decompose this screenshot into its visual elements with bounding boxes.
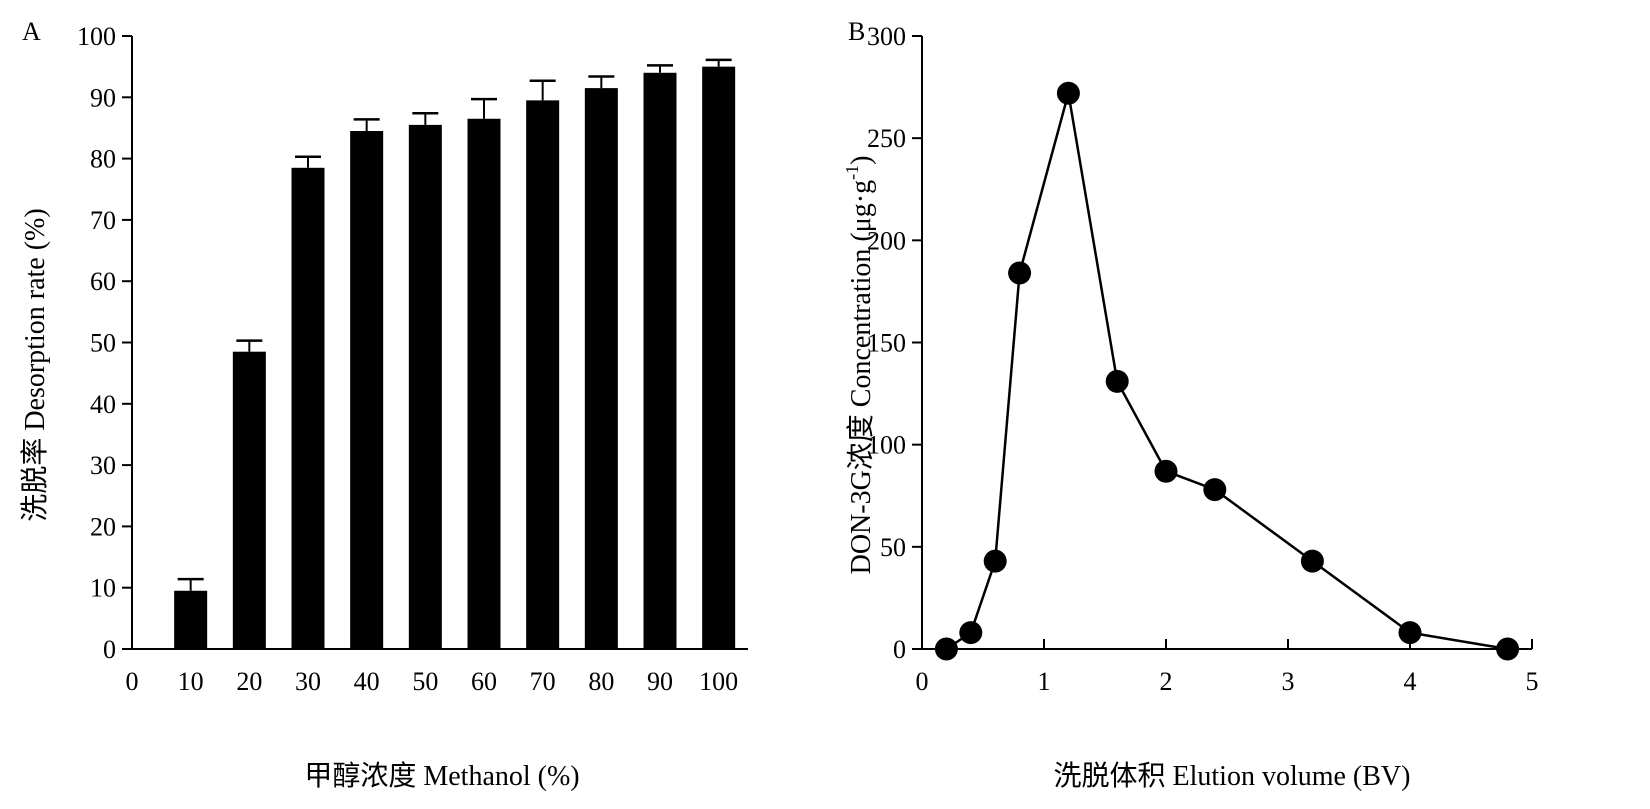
panel-a-y-tick-label-0: 0 — [103, 635, 116, 664]
panel-a-x-tick-label-10: 10 — [178, 667, 204, 696]
bar-70 — [526, 100, 560, 650]
panel-b-point-2.4 — [1203, 478, 1227, 502]
panel-a-y-tick-label-70: 70 — [90, 206, 116, 235]
panel-a-x-tick-label-40: 40 — [354, 667, 380, 696]
panel-a-x-tick-label-50: 50 — [412, 667, 438, 696]
bar-40 — [350, 131, 384, 649]
panel-b-y-axis-title-main: DON-3G浓度 Concentration (μg·g — [845, 180, 877, 575]
panel-a-y-tick-label-90: 90 — [90, 83, 116, 112]
panel-a-y-tick-label-100: 100 — [77, 22, 116, 51]
panel-b-x-tick-label-0: 0 — [916, 667, 929, 696]
panel-b-point-3.2 — [1300, 549, 1324, 573]
panel-b-x-tick-label-1: 1 — [1038, 667, 1051, 696]
panel-b-x-tick-label-5: 5 — [1526, 667, 1539, 696]
panel-b-y-tick-label-300: 300 — [867, 22, 906, 51]
panel-a-x-tick-label-100: 100 — [699, 667, 738, 696]
panel-b-y-axis-title-superscript: -1 — [842, 165, 862, 180]
panel-b-point-2 — [1154, 459, 1178, 483]
panel-a-bars — [174, 58, 736, 650]
panel-a-x-tick-label-90: 90 — [647, 667, 673, 696]
panel-b-x-tick-label-3: 3 — [1282, 667, 1295, 696]
panel-b-line-path — [945, 92, 1508, 651]
bar-20 — [232, 351, 266, 649]
bar-10 — [174, 590, 208, 649]
panel-b-points — [934, 81, 1520, 661]
panel-a-y-tick-label-10: 10 — [90, 574, 116, 603]
bar-90 — [643, 72, 677, 649]
panel-b-point-4 — [1398, 621, 1422, 645]
panel-b-y-tick-label-150: 150 — [867, 329, 906, 358]
panel-a-x-axis-title: 甲醇浓度 Methanol (%) — [304, 760, 579, 792]
panel-b-elution-chart: B 0 50 100 150 200 250 300 0 1 2 3 4 5 洗脱体积 Elution … — [842, 17, 1539, 792]
panel-a-x-tick-label-20: 20 — [236, 667, 262, 696]
panel-b-point-1.2 — [1056, 81, 1080, 105]
panel-b-y-axis-title: DON-3G浓度 Concentration (μg·g-1) — [842, 156, 877, 575]
panel-a-y-axis-title: 洗脱率 Desorption rate (%) — [19, 208, 51, 521]
bar-30 — [291, 167, 325, 650]
panel-b-point-0.4 — [959, 621, 983, 645]
panel-b-x-tick-label-2: 2 — [1160, 667, 1173, 696]
panel-a-y-tick-label-20: 20 — [90, 512, 116, 541]
bar-60 — [467, 118, 501, 649]
panel-b-y-tick-label-100: 100 — [867, 431, 906, 460]
panel-b-x-axis-title: 洗脱体积 Elution volume (BV) — [1054, 760, 1411, 792]
panel-b-point-0.8 — [1008, 261, 1032, 285]
panel-a-x-tick-label-60: 60 — [471, 667, 497, 696]
panel-a-y-tick-label-40: 40 — [90, 390, 116, 419]
panel-a-y-tick-label-30: 30 — [90, 451, 116, 480]
panel-b-ticks: 0 50 100 150 200 250 300 0 1 2 3 4 5 — [867, 22, 1539, 696]
panel-a-y-tick-label-80: 80 — [90, 145, 116, 174]
panel-b-y-axis-title-close: ) — [846, 156, 877, 165]
bar-100 — [702, 66, 736, 649]
panel-a-desorption-chart: A 0 10 20 30 40 50 60 70 80 90 100 0 10 20 30 40 50 60 70 8… — [19, 17, 748, 792]
panel-label-b: B — [848, 17, 865, 46]
panel-b-y-tick-label-250: 250 — [867, 124, 906, 153]
panel-a-y-tick-label-60: 60 — [90, 267, 116, 296]
panel-b-series-line — [945, 92, 1508, 651]
panel-a-x-tick-label-80: 80 — [588, 667, 614, 696]
bar-80 — [584, 88, 618, 650]
panel-b-point-1.6 — [1105, 369, 1129, 393]
panel-b-y-tick-label-200: 200 — [867, 226, 906, 255]
panel-b-point-0.6 — [983, 549, 1007, 573]
panel-a-x-tick-label-0: 0 — [126, 667, 139, 696]
panel-a-y-tick-label-50: 50 — [90, 329, 116, 358]
panel-a-x-tick-label-70: 70 — [530, 667, 556, 696]
panel-b-y-tick-label-0: 0 — [893, 635, 906, 664]
panel-label-a: A — [22, 17, 41, 46]
bar-50 — [408, 124, 442, 649]
panel-b-y-tick-label-50: 50 — [880, 533, 906, 562]
panel-b-x-tick-label-4: 4 — [1404, 667, 1417, 696]
panel-a-x-tick-label-30: 30 — [295, 667, 321, 696]
panel-a-ticks: 0 10 20 30 40 50 60 70 80 90 100 0 10 20 30 40 50 60 70 80 9… — [77, 22, 738, 696]
